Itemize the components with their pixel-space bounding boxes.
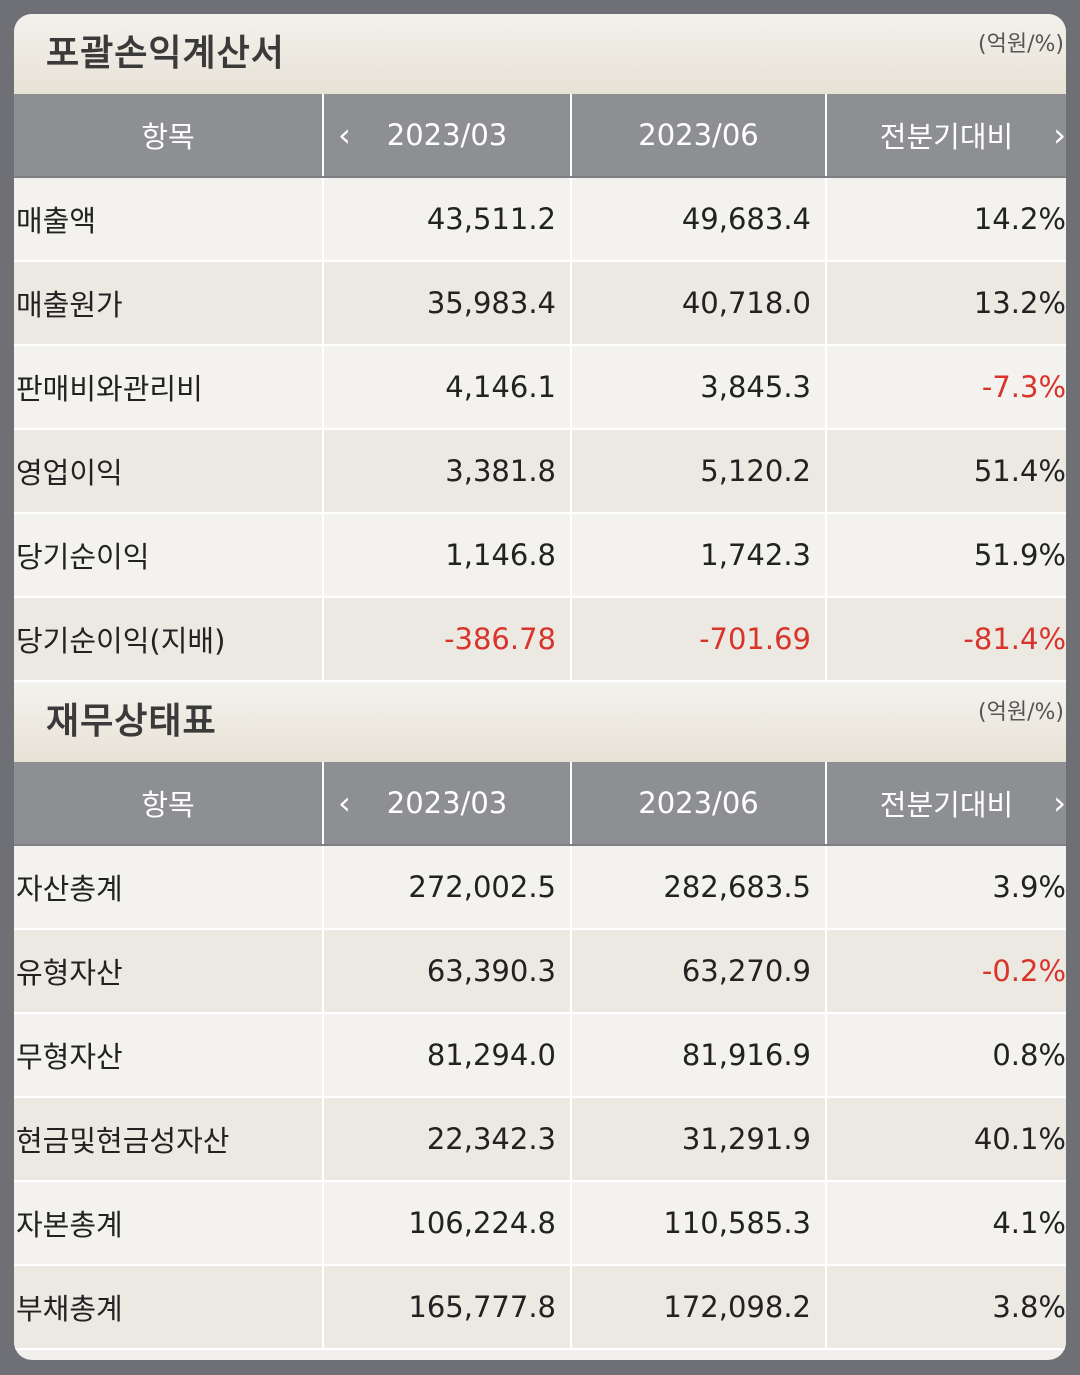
col-period1-label: 2023/03 [386, 786, 508, 820]
col-period1-header: ‹ 2023/03 [324, 762, 572, 844]
row-item: 매출액 [14, 178, 324, 260]
income-table-header: 항목 ‹ 2023/03 2023/06 전분기대비 › [14, 94, 1066, 178]
prev-period-icon[interactable]: ‹ [338, 116, 351, 154]
col-item-label: 항목 [141, 120, 195, 154]
row-q2: 110,585.3 [572, 1182, 827, 1264]
row-q2: 282,683.5 [572, 846, 827, 928]
table-row: 자산총계 272,002.5 282,683.5 3.9% [14, 846, 1066, 930]
row-q1: 22,342.3 [324, 1098, 572, 1180]
row-q1: 4,146.1 [324, 346, 572, 428]
col-change-label: 전분기대비 [879, 788, 1014, 822]
row-item: 판매비와관리비 [14, 346, 324, 428]
row-item: 영업이익 [14, 430, 324, 512]
row-item: 부채총계 [14, 1266, 324, 1348]
row-q2: 5,120.2 [572, 430, 827, 512]
row-change: 4.1% [992, 1206, 1066, 1240]
row-change: -7.3% [981, 370, 1066, 404]
income-unit: (억원/%) [978, 32, 1064, 57]
col-period2-label: 2023/06 [638, 118, 759, 152]
balance-section-header: 재무상태표 (억원/%) [14, 682, 1066, 762]
col-period2-label: 2023/06 [638, 786, 759, 820]
row-item: 당기순이익(지배) [14, 598, 324, 680]
row-q1: 272,002.5 [324, 846, 572, 928]
next-period-icon[interactable]: › [1053, 116, 1066, 154]
row-q2: 63,270.9 [572, 930, 827, 1012]
balance-table-body: 자산총계 272,002.5 282,683.5 3.9% 유형자산 63,390.3 6… [14, 846, 1066, 1350]
row-q1: 43,511.2 [324, 178, 572, 260]
row-q1: -386.78 [324, 598, 572, 680]
prev-period-icon[interactable]: ‹ [338, 784, 351, 822]
col-period1-header: ‹ 2023/03 [324, 94, 572, 176]
col-period2-header: 2023/06 [572, 94, 827, 176]
row-item: 현금및현금성자산 [14, 1098, 324, 1180]
table-row: 현금및현금성자산 22,342.3 31,291.9 40.1% [14, 1098, 1066, 1182]
row-q2: 3,845.3 [572, 346, 827, 428]
row-change: 0.8% [992, 1038, 1066, 1072]
table-row: 매출원가 35,983.4 40,718.0 13.2% [14, 262, 1066, 346]
row-q1: 1,146.8 [324, 514, 572, 596]
row-item: 무형자산 [14, 1014, 324, 1096]
row-item: 당기순이익 [14, 514, 324, 596]
income-title: 포괄손익계산서 [46, 33, 285, 74]
row-change: 3.9% [992, 870, 1066, 904]
col-item-label: 항목 [141, 788, 195, 822]
table-row: 매출액 43,511.2 49,683.4 14.2% [14, 178, 1066, 262]
table-row: 유형자산 63,390.3 63,270.9 -0.2% [14, 930, 1066, 1014]
income-table-body: 매출액 43,511.2 49,683.4 14.2% 매출원가 35,983.4 40,… [14, 178, 1066, 682]
row-q2: 172,098.2 [572, 1266, 827, 1348]
next-period-icon[interactable]: › [1053, 784, 1066, 822]
table-row: 판매비와관리비 4,146.1 3,845.3 -7.3% [14, 346, 1066, 430]
table-row: 당기순이익 1,146.8 1,742.3 51.9% [14, 514, 1066, 598]
col-period2-header: 2023/06 [572, 762, 827, 844]
row-item: 자본총계 [14, 1182, 324, 1264]
col-change-header: 전분기대비 › [827, 94, 1066, 176]
row-q1: 35,983.4 [324, 262, 572, 344]
col-item-header: 항목 [14, 94, 324, 176]
table-row: 무형자산 81,294.0 81,916.9 0.8% [14, 1014, 1066, 1098]
row-q2: -701.69 [572, 598, 827, 680]
income-section-header: 포괄손익계산서 (억원/%) [14, 14, 1066, 94]
col-change-header: 전분기대비 › [827, 762, 1066, 844]
row-change: 13.2% [973, 286, 1066, 320]
row-item: 매출원가 [14, 262, 324, 344]
row-q1: 63,390.3 [324, 930, 572, 1012]
balance-unit: (억원/%) [978, 700, 1064, 725]
col-change-label: 전분기대비 [879, 120, 1014, 154]
row-item: 유형자산 [14, 930, 324, 1012]
row-q2: 31,291.9 [572, 1098, 827, 1180]
col-item-header: 항목 [14, 762, 324, 844]
balance-table-header: 항목 ‹ 2023/03 2023/06 전분기대비 › [14, 762, 1066, 846]
row-q2: 81,916.9 [572, 1014, 827, 1096]
row-change: 51.4% [973, 454, 1066, 488]
row-q2: 40,718.0 [572, 262, 827, 344]
row-change: 51.9% [973, 538, 1066, 572]
row-change: -0.2% [981, 954, 1066, 988]
table-row: 부채총계 165,777.8 172,098.2 3.8% [14, 1266, 1066, 1350]
row-q2: 1,742.3 [572, 514, 827, 596]
table-row: 영업이익 3,381.8 5,120.2 51.4% [14, 430, 1066, 514]
row-item: 자산총계 [14, 846, 324, 928]
row-change: 3.8% [992, 1290, 1066, 1324]
financial-card: 포괄손익계산서 (억원/%) 항목 ‹ 2023/03 2023/06 전분기대… [14, 14, 1066, 1360]
row-q2: 49,683.4 [572, 178, 827, 260]
row-change: -81.4% [963, 622, 1066, 656]
row-q1: 106,224.8 [324, 1182, 572, 1264]
col-period1-label: 2023/03 [386, 118, 508, 152]
balance-title: 재무상태표 [46, 701, 217, 742]
table-row: 자본총계 106,224.8 110,585.3 4.1% [14, 1182, 1066, 1266]
row-q1: 165,777.8 [324, 1266, 572, 1348]
table-row: 당기순이익(지배) -386.78 -701.69 -81.4% [14, 598, 1066, 682]
row-q1: 81,294.0 [324, 1014, 572, 1096]
row-change: 40.1% [973, 1122, 1066, 1156]
row-change: 14.2% [973, 202, 1066, 236]
row-q1: 3,381.8 [324, 430, 572, 512]
